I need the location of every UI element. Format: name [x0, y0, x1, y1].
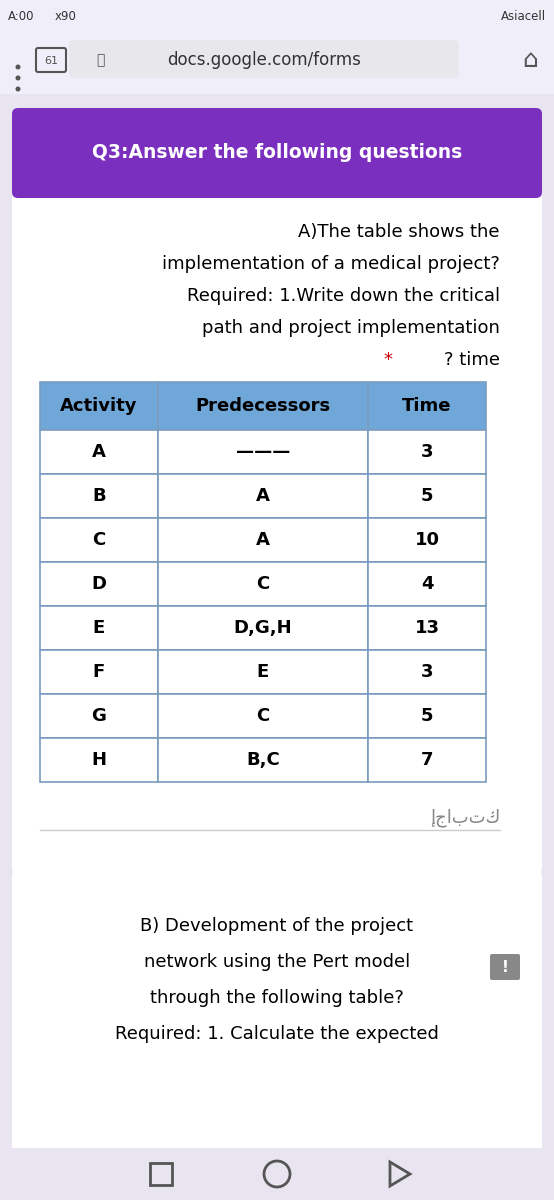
Text: C: C: [257, 575, 270, 593]
Bar: [0, 94, 554, 114]
Bar: [158, 694, 368, 738]
Bar: [158, 430, 368, 474]
Text: B,C: B,C: [246, 751, 280, 769]
Bar: [40, 430, 158, 474]
Text: through the following table?: through the following table?: [150, 989, 404, 1007]
Text: !: !: [501, 960, 509, 974]
Text: F: F: [93, 662, 105, 680]
Bar: [368, 694, 486, 738]
Text: Time: Time: [402, 397, 452, 415]
Circle shape: [16, 65, 20, 70]
Bar: [368, 562, 486, 606]
Text: Required: 1. Calculate the expected: Required: 1. Calculate the expected: [115, 1025, 439, 1043]
Text: *: *: [383, 350, 392, 370]
Bar: [368, 382, 486, 430]
Bar: [40, 382, 158, 430]
Text: A)The table shows the: A)The table shows the: [299, 223, 500, 241]
Bar: [158, 518, 368, 562]
Text: 4: 4: [420, 575, 433, 593]
Text: E: E: [257, 662, 269, 680]
FancyBboxPatch shape: [12, 192, 542, 874]
Bar: [40, 694, 158, 738]
Text: B: B: [92, 487, 106, 505]
Bar: [368, 606, 486, 650]
Text: E: E: [93, 619, 105, 637]
Bar: [158, 474, 368, 518]
Circle shape: [16, 86, 20, 91]
Circle shape: [16, 76, 20, 80]
Text: network using the Pert model: network using the Pert model: [144, 953, 410, 971]
Text: 10: 10: [414, 530, 439, 550]
Text: 🔒: 🔒: [96, 53, 104, 67]
Text: D,G,H: D,G,H: [234, 619, 293, 637]
Bar: [368, 650, 486, 694]
Text: 5: 5: [420, 487, 433, 505]
Text: إجابتك: إجابتك: [429, 809, 500, 827]
Text: 5: 5: [420, 707, 433, 725]
Text: Q3:Answer the following questions: Q3:Answer the following questions: [92, 144, 462, 162]
Bar: [40, 562, 158, 606]
Text: A: A: [256, 530, 270, 550]
FancyBboxPatch shape: [12, 108, 542, 198]
FancyBboxPatch shape: [69, 40, 459, 78]
Text: D: D: [91, 575, 106, 593]
Bar: [158, 606, 368, 650]
Bar: [40, 606, 158, 650]
Text: ———: ———: [236, 443, 290, 461]
Text: implementation of a medical project?: implementation of a medical project?: [162, 254, 500, 272]
Bar: [40, 518, 158, 562]
Bar: [40, 650, 158, 694]
Bar: [368, 518, 486, 562]
Text: 3: 3: [420, 443, 433, 461]
Text: 3: 3: [420, 662, 433, 680]
Text: Activity: Activity: [60, 397, 138, 415]
Text: 13: 13: [414, 619, 439, 637]
Bar: [368, 474, 486, 518]
Text: A: A: [256, 487, 270, 505]
Bar: [158, 650, 368, 694]
Bar: [158, 738, 368, 782]
Text: C: C: [257, 707, 270, 725]
Text: A:00: A:00: [8, 10, 34, 23]
Text: B) Development of the project: B) Development of the project: [140, 917, 414, 935]
FancyBboxPatch shape: [12, 870, 542, 1152]
Bar: [368, 738, 486, 782]
Bar: [40, 738, 158, 782]
Text: G: G: [91, 707, 106, 725]
Bar: [368, 430, 486, 474]
Text: C: C: [93, 530, 106, 550]
Text: Predecessors: Predecessors: [196, 397, 331, 415]
Text: 7: 7: [420, 751, 433, 769]
Text: docs.google.com/forms: docs.google.com/forms: [167, 50, 361, 68]
Text: Required: 1.Write down the critical: Required: 1.Write down the critical: [187, 287, 500, 305]
Text: H: H: [91, 751, 106, 769]
Text: ? time: ? time: [444, 350, 500, 370]
Bar: [150, 1163, 172, 1186]
Text: Asiacell: Asiacell: [501, 10, 546, 23]
Text: path and project implementation: path and project implementation: [202, 319, 500, 337]
Text: 61: 61: [44, 56, 58, 66]
Bar: [0, 0, 554, 32]
Bar: [158, 382, 368, 430]
Text: x90: x90: [55, 10, 77, 23]
Bar: [0, 1148, 554, 1200]
Bar: [0, 32, 554, 94]
Bar: [40, 474, 158, 518]
Text: ⌂: ⌂: [522, 48, 538, 72]
FancyBboxPatch shape: [490, 954, 520, 980]
Bar: [158, 562, 368, 606]
Text: A: A: [92, 443, 106, 461]
